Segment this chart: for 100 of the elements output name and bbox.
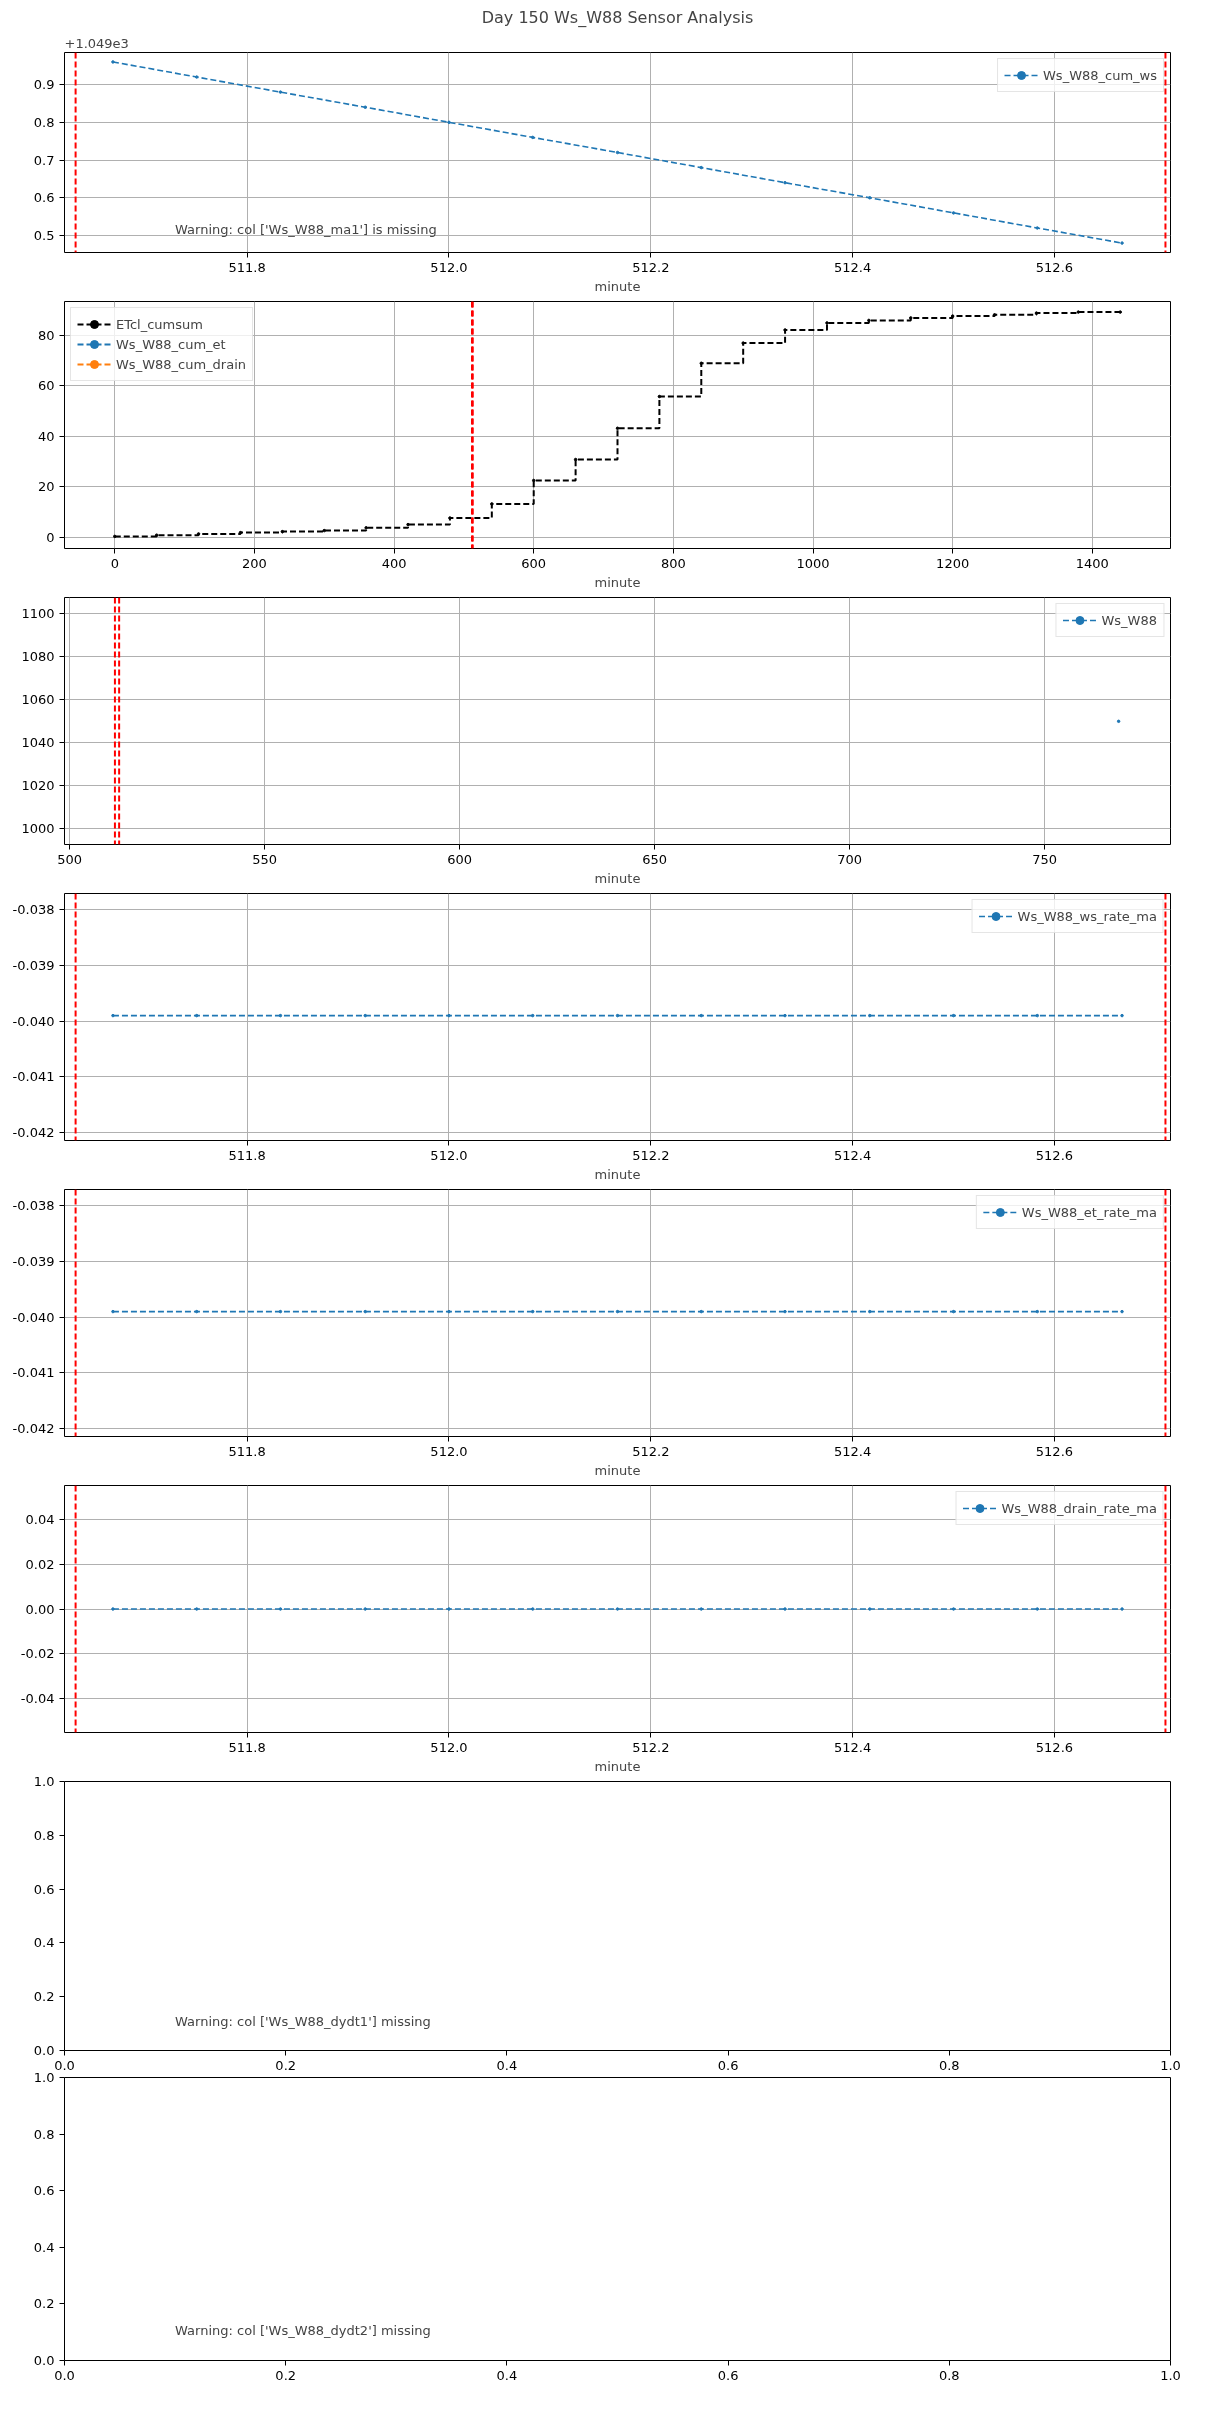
x-tick-label: 0.8 <box>938 2367 960 2383</box>
legend-label: Ws_W88_drain_rate_ma <box>1001 1500 1157 1516</box>
x-tick-label: 512.0 <box>430 1147 468 1163</box>
y-tick-label: -0.039 <box>12 957 55 973</box>
x-axis-title: minute <box>594 1462 641 1478</box>
x-axis-title: minute <box>594 574 641 590</box>
point <box>1076 310 1081 314</box>
y-tick-label: 0.2 <box>33 2296 55 2312</box>
y-tick-label: 0.4 <box>33 1935 55 1951</box>
y-tick-label: 60 <box>37 378 55 394</box>
y-axis-title: +1.049e3 <box>64 35 129 51</box>
point <box>1034 311 1039 315</box>
x-tick-label: 0.4 <box>496 2057 518 2073</box>
point <box>783 328 787 332</box>
y-tick-label: -0.041 <box>12 1365 55 1381</box>
x-tick-label: 700 <box>837 851 862 867</box>
y-tick-label: 1100 <box>21 606 55 622</box>
y-tick-label: 1000 <box>21 821 55 837</box>
legend-label: Ws_W88_cum_drain <box>116 356 246 372</box>
x-axis-title: minute <box>594 278 641 294</box>
x-tick-label: 550 <box>252 851 277 867</box>
point <box>196 532 201 536</box>
y-tick-label: -0.04 <box>20 1691 55 1707</box>
x-tick-label: 512.6 <box>1035 259 1074 275</box>
point <box>783 180 787 185</box>
chart-title: Day 150 Ws_W88 Sensor Analysis <box>481 7 754 28</box>
point <box>992 313 997 317</box>
x-tick-label: 600 <box>447 851 472 867</box>
legend-label: ETcl_cumsum <box>116 316 203 332</box>
y-tick-label: 0.8 <box>33 2126 55 2142</box>
y-tick-label: 0.9 <box>33 77 55 93</box>
annotation: Warning: col ['Ws_W88_dydt2'] missing <box>175 2322 431 2338</box>
y-tick-label: -0.041 <box>12 1069 55 1085</box>
y-tick-label: 0.6 <box>33 2183 55 2199</box>
point <box>825 321 829 325</box>
x-tick-label: 1400 <box>1075 555 1109 571</box>
y-tick-label: -0.038 <box>12 902 55 918</box>
y-tick-label: 0.02 <box>25 1556 55 1572</box>
x-tick-label: 512.4 <box>834 1147 872 1163</box>
x-tick-label: 512.0 <box>430 259 468 275</box>
y-tick-label: -0.02 <box>20 1646 55 1662</box>
point <box>363 105 367 109</box>
x-tick-label: 750 <box>1032 851 1057 867</box>
x-tick-label: 512.2 <box>632 259 670 275</box>
y-tick-label: 1.0 <box>33 2070 55 2085</box>
y-tick-label: 0.04 <box>25 1511 55 1527</box>
point <box>909 316 913 320</box>
point <box>699 361 704 365</box>
x-tick-label: 511.8 <box>228 1739 266 1755</box>
x-axis-title: minute <box>594 870 641 886</box>
y-tick-label: 1060 <box>21 692 55 708</box>
x-tick-label: 512.6 <box>1035 1739 1074 1755</box>
point <box>447 120 451 125</box>
x-tick-label: 800 <box>660 555 686 571</box>
y-tick-label: 80 <box>37 328 55 344</box>
y-tick-label: 1020 <box>21 778 55 794</box>
x-tick-label: 1000 <box>796 555 830 571</box>
x-tick-label: 511.8 <box>228 1147 266 1163</box>
point <box>1118 310 1122 314</box>
point <box>657 394 662 399</box>
point <box>194 75 199 79</box>
y-tick-label: 1080 <box>21 649 55 665</box>
annotation: Warning: col ['Ws_W88_dydt1'] missing <box>175 2013 431 2029</box>
x-axis-title: minute <box>594 1166 641 1182</box>
annotation: Warning: col ['Ws_W88_ma1'] is missing <box>175 221 437 237</box>
point <box>490 502 494 506</box>
x-tick-label: 512.4 <box>834 1443 872 1459</box>
y-tick-label: 0.4 <box>33 2239 55 2255</box>
y-tick-label: 0.6 <box>33 1881 55 1897</box>
legend-label: Ws_W88_ws_rate_ma <box>1017 908 1157 924</box>
y-tick-label: 0.8 <box>33 114 55 130</box>
x-tick-label: 511.8 <box>228 1443 266 1459</box>
x-tick-label: 512.0 <box>430 1739 468 1755</box>
point <box>950 314 955 318</box>
y-tick-label: 0.00 <box>25 1601 55 1617</box>
x-tick-label: 0 <box>110 555 119 571</box>
point <box>278 90 283 94</box>
point <box>741 341 745 345</box>
y-tick-label: 1040 <box>21 735 55 751</box>
x-tick-label: 0.2 <box>275 2057 297 2073</box>
y-tick-label: -0.039 <box>12 1253 55 1269</box>
x-tick-label: 1.0 <box>1160 2057 1181 2073</box>
y-tick-label: 0.8 <box>33 1827 55 1843</box>
y-tick-label: 20 <box>37 479 55 495</box>
x-tick-label: 512.2 <box>632 1739 670 1755</box>
point <box>530 135 535 140</box>
x-tick-label: 0.4 <box>496 2367 518 2383</box>
x-tick-label: 512.4 <box>834 259 872 275</box>
legend-label: Ws_W88_cum_et <box>116 336 226 352</box>
y-tick-label: 1.0 <box>33 1774 55 1789</box>
x-tick-label: 0.0 <box>54 2057 75 2073</box>
point <box>448 516 452 520</box>
y-tick-label: -0.040 <box>12 1013 55 1029</box>
x-tick-label: 1.0 <box>1160 2367 1181 2383</box>
point <box>154 533 159 537</box>
y-tick-label: 0.0 <box>33 2353 55 2368</box>
point <box>531 478 536 483</box>
point <box>280 529 285 534</box>
y-tick-label: -0.042 <box>12 1421 55 1437</box>
x-axis-title: minute <box>594 1758 641 1774</box>
